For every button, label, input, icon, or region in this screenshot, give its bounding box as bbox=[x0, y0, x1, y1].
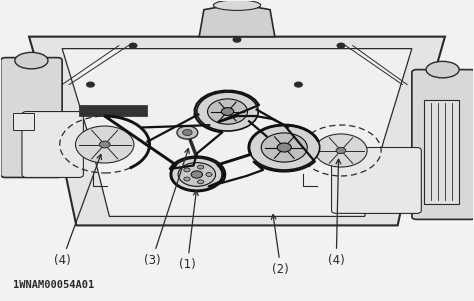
Circle shape bbox=[198, 180, 204, 184]
Text: (1): (1) bbox=[179, 191, 198, 272]
Circle shape bbox=[184, 177, 190, 181]
Polygon shape bbox=[29, 37, 445, 225]
Circle shape bbox=[233, 37, 241, 42]
Circle shape bbox=[206, 172, 212, 176]
Ellipse shape bbox=[426, 61, 459, 78]
Circle shape bbox=[184, 168, 190, 172]
Circle shape bbox=[182, 129, 192, 135]
Circle shape bbox=[177, 126, 198, 139]
Circle shape bbox=[315, 134, 367, 167]
Circle shape bbox=[87, 82, 94, 87]
FancyBboxPatch shape bbox=[0, 57, 62, 178]
Circle shape bbox=[249, 125, 319, 170]
Text: (2): (2) bbox=[271, 215, 289, 276]
Circle shape bbox=[198, 165, 204, 169]
Circle shape bbox=[75, 126, 134, 163]
Text: (3): (3) bbox=[144, 148, 189, 267]
Polygon shape bbox=[199, 4, 275, 37]
Circle shape bbox=[191, 171, 202, 178]
Circle shape bbox=[277, 143, 292, 152]
Circle shape bbox=[337, 43, 345, 48]
Text: 1WNAM00054A01: 1WNAM00054A01 bbox=[12, 280, 94, 290]
Ellipse shape bbox=[15, 52, 48, 69]
FancyBboxPatch shape bbox=[79, 105, 147, 116]
FancyBboxPatch shape bbox=[22, 112, 83, 178]
Circle shape bbox=[261, 133, 307, 162]
Circle shape bbox=[208, 99, 247, 124]
Text: (4): (4) bbox=[54, 154, 101, 267]
FancyBboxPatch shape bbox=[424, 100, 459, 204]
Circle shape bbox=[295, 82, 302, 87]
Circle shape bbox=[129, 43, 137, 48]
Circle shape bbox=[336, 147, 346, 154]
Circle shape bbox=[178, 163, 216, 186]
Circle shape bbox=[197, 92, 258, 131]
Circle shape bbox=[221, 108, 234, 116]
Text: (4): (4) bbox=[328, 159, 345, 267]
Polygon shape bbox=[62, 49, 412, 216]
Ellipse shape bbox=[213, 0, 261, 11]
Circle shape bbox=[171, 158, 223, 191]
Circle shape bbox=[99, 141, 110, 148]
FancyBboxPatch shape bbox=[12, 113, 34, 129]
FancyBboxPatch shape bbox=[331, 147, 421, 213]
FancyBboxPatch shape bbox=[412, 70, 474, 219]
